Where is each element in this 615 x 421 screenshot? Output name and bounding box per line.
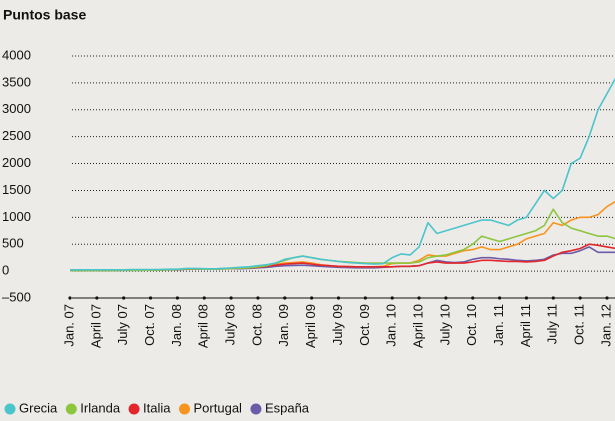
x-tick: [498, 296, 502, 300]
x-tick: [417, 296, 421, 300]
x-tick: [202, 296, 206, 300]
x-tick: [471, 296, 475, 300]
y-tick-label: 500: [2, 236, 24, 251]
x-tick: [68, 296, 72, 300]
x-tick-label: April 09: [303, 304, 318, 348]
x-tick: [578, 296, 582, 300]
legend-marker: [128, 403, 140, 415]
x-tick: [148, 296, 153, 300]
legend-marker: [250, 403, 262, 415]
x-tick-label: Jan. 11: [491, 304, 506, 346]
y-tick-label: 4000: [2, 47, 31, 62]
y-tick-label: 3000: [2, 101, 31, 116]
y-tick-label: 0: [2, 263, 9, 278]
x-tick-label: Oct. 10: [464, 304, 479, 346]
legend-label: Portugal: [194, 400, 243, 415]
legend-marker: [179, 403, 191, 415]
x-tick-label: Jan. 07: [61, 304, 76, 347]
x-tick-label: April 10: [410, 304, 425, 348]
x-tick: [524, 296, 529, 300]
x-tick: [336, 296, 341, 300]
y-tick-label: 1500: [2, 182, 31, 197]
legend-label: Irlanda: [80, 400, 121, 415]
x-tick-label: Oct. 07: [142, 304, 157, 346]
y-tick-label: 1000: [2, 209, 31, 224]
y-tick-label: 2000: [2, 155, 31, 170]
x-tick: [390, 296, 394, 300]
x-tick: [310, 296, 314, 300]
x-tick-label: July 09: [330, 304, 345, 345]
x-tick-label: Oct. 11: [572, 304, 587, 345]
x-tick: [283, 296, 287, 300]
line-series: [70, 77, 615, 271]
x-tick: [551, 296, 555, 300]
x-tick: [363, 296, 367, 300]
y-tick-label: 2500: [2, 128, 31, 143]
x-tick: [444, 296, 448, 300]
x-tick-label: Oct. 09: [357, 304, 372, 346]
legend-label: Italia: [143, 400, 171, 415]
x-tick: [256, 296, 260, 300]
x-tick-label: July 11: [545, 304, 560, 344]
x-tick: [175, 296, 179, 300]
x-tick: [122, 296, 126, 300]
legend-marker: [4, 403, 16, 415]
x-tick-label: Oct. 08: [249, 304, 264, 346]
x-tick-label: Jan. 08: [169, 304, 184, 347]
x-tick-label: July 10: [437, 304, 452, 345]
y-tick-label: –500: [2, 289, 31, 304]
legend-label: España: [265, 400, 310, 415]
x-tick-label: July 08: [223, 304, 238, 345]
chart-title: Puntos base: [3, 7, 86, 23]
y-tick-label: 3500: [2, 74, 31, 89]
x-tick-label: Jan. 10: [384, 304, 399, 347]
x-tick-label: July 07: [115, 304, 130, 345]
x-tick-label: April 11: [518, 304, 533, 347]
x-tick: [229, 296, 233, 300]
x-tick-label: Jan. 09: [276, 304, 291, 347]
x-tick-label: April 07: [88, 304, 103, 348]
legend-marker: [65, 403, 77, 415]
x-tick-label: Jan. 12: [598, 304, 613, 347]
legend-label: Grecia: [19, 400, 58, 415]
x-tick-label: April 08: [196, 304, 211, 348]
x-tick: [605, 296, 609, 300]
x-tick: [95, 296, 99, 300]
